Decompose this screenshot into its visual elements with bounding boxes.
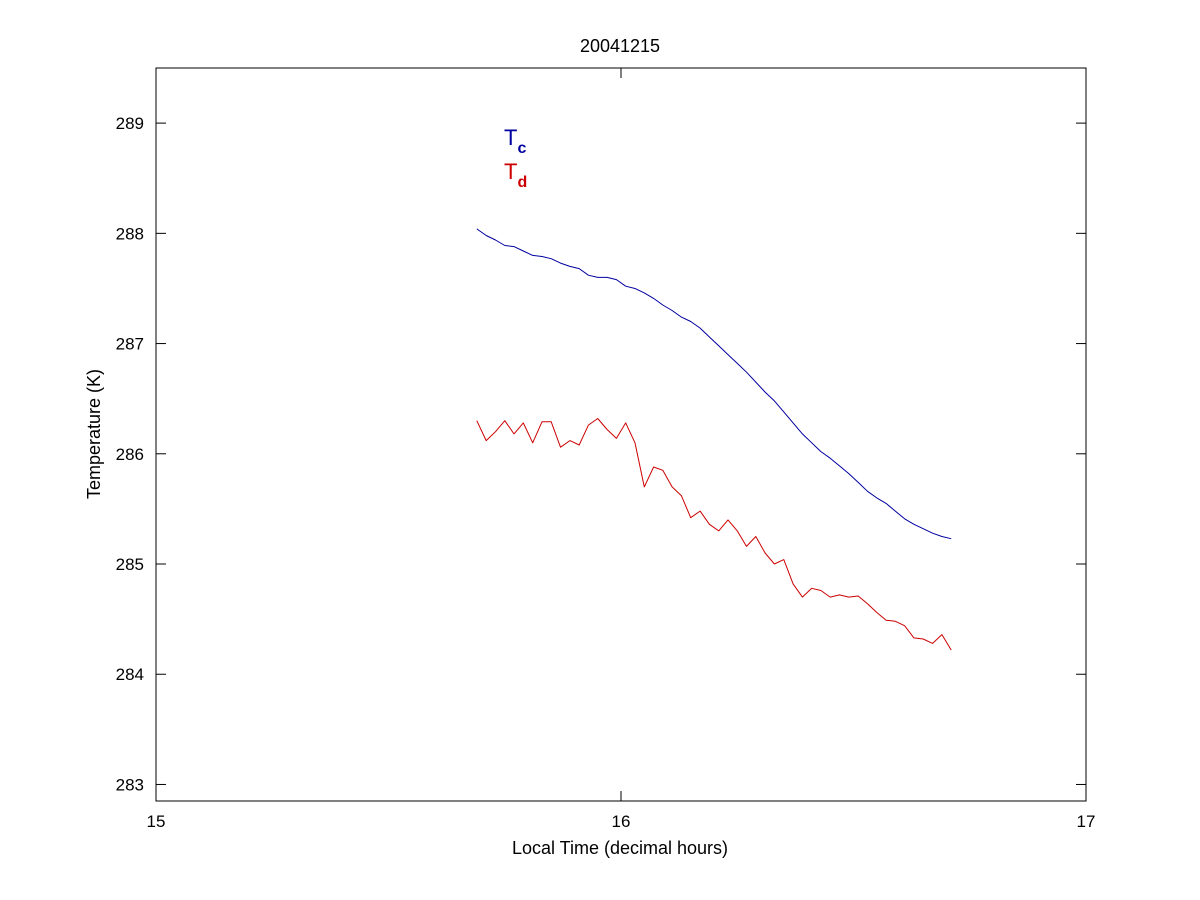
y-axis-label: Temperature (K)	[84, 369, 104, 499]
y-tick-label: 289	[116, 114, 144, 133]
y-tick-label: 286	[116, 445, 144, 464]
series-line-tc	[476, 228, 952, 540]
y-tick-label: 287	[116, 335, 144, 354]
x-tick-label: 16	[612, 812, 631, 831]
y-tick-label: 288	[116, 224, 144, 243]
x-tick-label: 17	[1077, 812, 1096, 831]
legend-entry-tc: Tc	[504, 125, 526, 157]
y-tick-label: 285	[116, 555, 144, 574]
legend-symbol: T	[504, 159, 517, 184]
x-axis-label: Local Time (decimal hours)	[512, 838, 728, 858]
legend-subscript: d	[517, 174, 527, 191]
legend-symbol: T	[504, 125, 517, 150]
legend-entry-td: Td	[504, 159, 527, 191]
series-layer	[476, 228, 952, 651]
y-tick-label: 283	[116, 775, 144, 794]
legend-subscript: c	[517, 140, 526, 157]
chart-title: 20041215	[580, 36, 660, 56]
y-tick-label: 284	[116, 665, 144, 684]
x-tick-label: 15	[147, 812, 166, 831]
ticks-layer: 15 16 17 283 284 285 286 287 288 289	[116, 68, 1096, 831]
series-line-td	[476, 418, 952, 651]
